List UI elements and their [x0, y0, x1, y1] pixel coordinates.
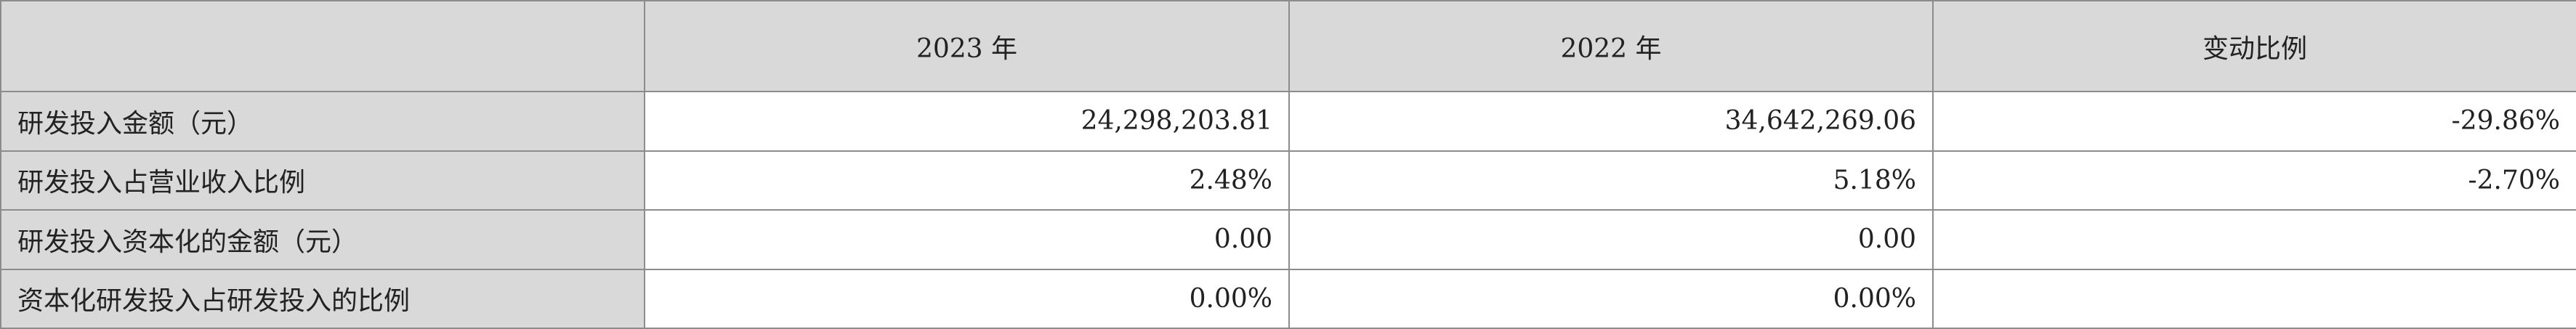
value-cell: 0.00% — [1288, 268, 1934, 329]
value-cell: 0.00 — [644, 209, 1290, 270]
value-cell — [1932, 209, 2576, 270]
table-row: 资本化研发投入占研发投入的比例 0.00% 0.00% — [0, 268, 2576, 329]
value-cell: 24,298,203.81 — [644, 91, 1290, 152]
header-corner — [0, 0, 645, 92]
value-cell: 34,642,269.06 — [1288, 91, 1934, 152]
value-cell: 0.00% — [644, 268, 1290, 329]
value-cell: 2.48% — [644, 150, 1290, 211]
value-cell — [1932, 268, 2576, 329]
value-cell: 5.18% — [1288, 150, 1934, 211]
row-label: 研发投入金额（元） — [0, 91, 645, 152]
table-body: 研发投入金额（元） 24,298,203.81 34,642,269.06 -29.8… — [0, 91, 2576, 329]
header-row: 2023 年 2022 年变动比例 — [0, 0, 2576, 92]
table-row: 研发投入金额（元） 24,298,203.81 34,642,269.06 -29.8… — [0, 91, 2576, 152]
header-cell: 2022 年 — [1288, 0, 1934, 92]
value-cell: 0.00 — [1288, 209, 1934, 270]
value-cell: -29.86% — [1932, 91, 2576, 152]
row-label: 研发投入占营业收入比例 — [0, 150, 645, 211]
value-cell: -2.70% — [1932, 150, 2576, 211]
table-row: 研发投入占营业收入比例 2.48% 5.18% -2.70% — [0, 150, 2576, 211]
header-cell: 变动比例 — [1932, 0, 2576, 92]
table-row: 研发投入资本化的金额（元） 0.00 0.00 — [0, 209, 2576, 270]
row-label: 资本化研发投入占研发投入的比例 — [0, 268, 645, 329]
row-label: 研发投入资本化的金额（元） — [0, 209, 645, 270]
header-cell: 2023 年 — [644, 0, 1290, 92]
